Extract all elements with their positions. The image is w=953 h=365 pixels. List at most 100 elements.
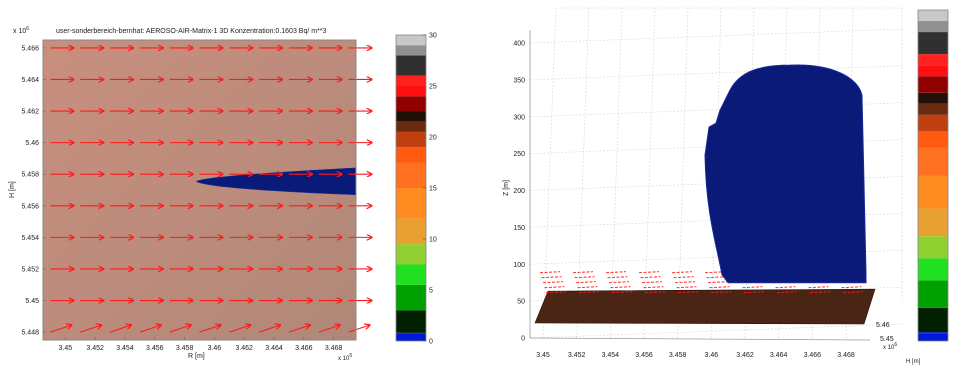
colorbar-tick-label: 10 xyxy=(429,237,437,244)
x-tick-labels: 3.45 3.452 3.454 3.456 3.458 3.46 3.462 3.464 3.… xyxy=(59,337,343,352)
colorbar-segment xyxy=(918,21,948,33)
x-tick-label: 3.458 xyxy=(176,345,194,352)
x-tick-label-3d: 3.46 xyxy=(705,352,719,359)
colorbar-segment xyxy=(396,111,426,122)
colorbar-segment xyxy=(918,175,948,209)
colorbar: 0 5 10 15 20 25 30 xyxy=(395,33,437,346)
z-axis-label: Z [m] xyxy=(503,180,510,196)
wind-arrow-3d xyxy=(605,271,627,274)
y-axis-label-3d: H [m] xyxy=(906,359,921,365)
x-tick-label-3d: 3.456 xyxy=(635,352,653,359)
y-tick-label: 5.46 xyxy=(25,140,39,147)
z-tick-labels: 0 50 100 150 200 250 300 350 400 xyxy=(513,41,525,343)
colorbar-segment xyxy=(396,75,426,86)
wind-arrow-3d xyxy=(608,281,630,284)
x-tick-label-3d: 3.45 xyxy=(536,352,550,359)
grid-line xyxy=(643,7,656,339)
colorbar-segment xyxy=(918,32,948,55)
ground-slab xyxy=(534,288,876,325)
colorbar-3d-frame xyxy=(917,9,949,342)
x-tick-label-3d: 3.464 xyxy=(770,352,788,359)
wind-arrow-3d xyxy=(640,276,661,279)
colorbar-3d-scale xyxy=(918,10,948,341)
colorbar-segment xyxy=(918,131,948,148)
z-tick-label: 0 xyxy=(521,336,525,343)
grid-line xyxy=(610,7,623,339)
y-exponent: x 106 xyxy=(13,26,29,35)
z-tick-label: 200 xyxy=(513,188,525,195)
colorbar-segment xyxy=(396,332,426,334)
wind-arrow-3d xyxy=(742,286,763,289)
wind-arrow-3d xyxy=(542,281,564,284)
grid-line xyxy=(677,7,689,339)
colorbar-tick-label: 30 xyxy=(429,33,437,40)
colorbar-segment xyxy=(918,280,948,308)
y-tick-label: 5.454 xyxy=(21,235,39,242)
wind-arrow xyxy=(258,325,280,333)
wind-arrow-3d xyxy=(607,276,628,279)
colorbar-segment xyxy=(396,147,426,163)
y-tick-labels-3d: 5.45 5.46 xyxy=(876,322,894,343)
wind-arrow-3d xyxy=(841,286,862,289)
wind-arrow-3d xyxy=(643,286,664,289)
x-tick-labels-3d: 3.45 3.452 3.454 3.456 3.458 3.46 3.462 3.464 3.… xyxy=(536,352,855,359)
x-tick-label-3d: 3.452 xyxy=(568,352,586,359)
colorbar-segment xyxy=(396,96,426,112)
x-tick-label: 3.462 xyxy=(235,345,253,352)
colorbar-segment xyxy=(918,114,948,132)
plume-volume xyxy=(704,64,867,284)
y-tick-labels: 5.448 5.45 5.452 5.454 5.456 5.458 5.46 5.462 5.… xyxy=(21,45,46,337)
x-exponent-3d: x 106 xyxy=(883,342,897,351)
colorbar-segment xyxy=(396,244,426,265)
z-tick-label: 250 xyxy=(513,151,525,158)
wind-arrow-3d xyxy=(677,291,699,294)
y-tick-label: 5.462 xyxy=(21,109,39,116)
wind-arrow xyxy=(50,325,71,333)
grid-line xyxy=(529,102,903,118)
x-tick-label-3d: 3.458 xyxy=(669,352,687,359)
colorbar-tick-label: 5 xyxy=(429,288,433,295)
x-tick-label: 3.464 xyxy=(265,345,283,352)
wind-arrow-3d xyxy=(842,291,864,294)
wind-arrow-3d xyxy=(775,286,796,289)
colorbar-tick-label: 25 xyxy=(429,84,437,91)
wind-arrow xyxy=(318,325,340,333)
y-tick-label-3d: 5.46 xyxy=(876,322,890,329)
wind-arrow xyxy=(109,325,131,333)
wind-arrow-3d xyxy=(577,286,598,289)
wind-arrow-3d xyxy=(673,276,694,279)
colorbar-segment xyxy=(396,55,426,76)
colorbar-segment xyxy=(918,332,948,334)
grid-line xyxy=(529,28,903,44)
wind-arrow-3d xyxy=(808,286,829,289)
wind-arrow-3d xyxy=(575,281,597,284)
plume-3d xyxy=(704,64,867,284)
grid-line xyxy=(529,249,903,265)
x-tick-label-3d: 3.462 xyxy=(736,352,754,359)
z-tick-label: 350 xyxy=(513,77,525,84)
wind-arrow-3d xyxy=(809,291,831,294)
wind-arrow-3d xyxy=(676,286,697,289)
grid-line xyxy=(529,323,903,339)
y-tick-label: 5.452 xyxy=(21,266,39,273)
colorbar-tick-label: 15 xyxy=(429,186,437,193)
wind-arrow-3d xyxy=(572,271,594,274)
wind-arrow-3d xyxy=(578,291,600,294)
y-tick-label: 5.448 xyxy=(21,330,39,337)
colorbar-segment xyxy=(396,264,426,285)
wind-arrow xyxy=(288,325,310,333)
x-axis-line xyxy=(529,337,871,341)
colorbar-segment xyxy=(918,147,948,176)
z-tick-label: 150 xyxy=(513,225,525,232)
x-tick-label-3d: 3.466 xyxy=(804,352,822,359)
wind-arrow-3d xyxy=(671,271,693,274)
x-tick-label: 3.46 xyxy=(208,345,222,352)
colorbar-segment xyxy=(918,258,948,281)
x-tick-label-3d: 3.454 xyxy=(602,352,620,359)
wind-arrow-3d xyxy=(710,291,732,294)
colorbar-segment xyxy=(396,284,426,311)
y-tick-label-3d: 5.45 xyxy=(880,336,894,343)
x-tick-label: 3.466 xyxy=(295,345,313,352)
wind-arrow-3d xyxy=(539,271,561,274)
grid-line xyxy=(576,7,590,339)
